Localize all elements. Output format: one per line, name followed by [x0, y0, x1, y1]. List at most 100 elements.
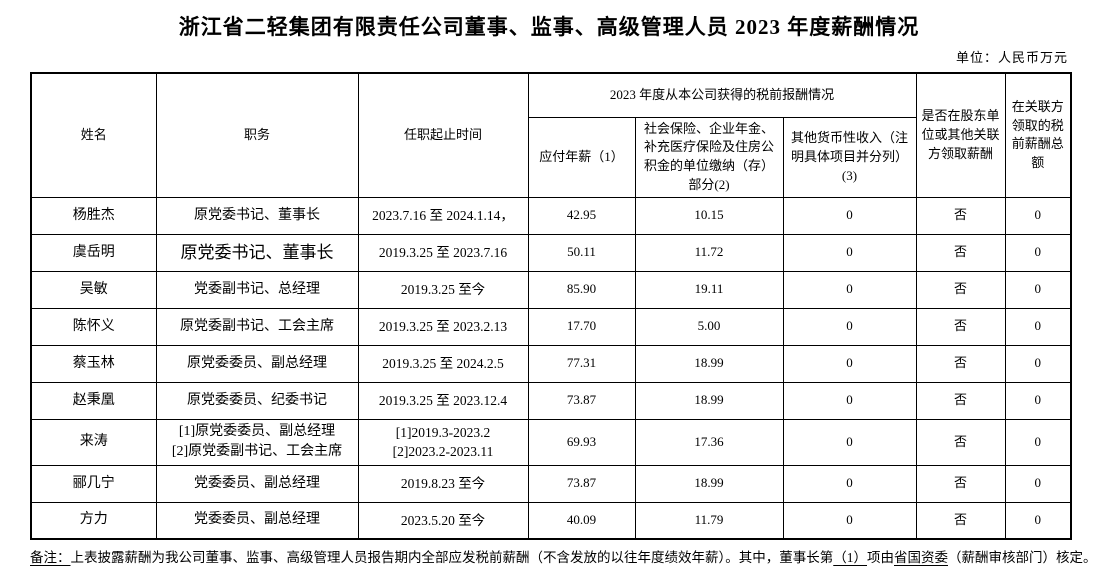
- cell-name: 来涛: [30, 418, 157, 466]
- header-compensation-group: 2023 年度从本公司获得的税前报酬情况: [527, 72, 917, 118]
- cell-insurance: 18.99: [634, 464, 784, 503]
- cell-related: 否: [915, 233, 1006, 272]
- table-row: 来涛 [1]原党委委员、副总经理 [2]原党委副书记、工会主席 [1]2019.3-…: [30, 418, 1072, 466]
- cell-name: 方力: [30, 501, 157, 540]
- header-row-group: 姓名 职务 任职起止时间 2023 年度从本公司获得的税前报酬情况 是否在股东单…: [30, 72, 1072, 198]
- cell-related_total: 0: [1004, 418, 1072, 466]
- cell-term: 2019.3.25 至今: [357, 270, 529, 309]
- cell-position: 原党委书记、董事长: [155, 196, 359, 235]
- table-row: 赵秉凰 原党委委员、纪委书记 2019.3.25 至 2023.12.4 73.87 1…: [30, 381, 1072, 420]
- cell-other: 0: [782, 344, 917, 383]
- cell-related_total: 0: [1004, 196, 1072, 235]
- cell-related_total: 0: [1004, 307, 1072, 346]
- table-row: 杨胜杰 原党委书记、董事长 2023.7.16 至 2024.1.14， 42.95 1…: [30, 196, 1072, 235]
- cell-related_total: 0: [1004, 381, 1072, 420]
- cell-name: 虞岳明: [30, 233, 157, 272]
- footnote-segment: 省国资委: [894, 550, 948, 566]
- cell-term: 2019.3.25 至 2023.7.16: [357, 233, 529, 272]
- cell-insurance: 5.00: [634, 307, 784, 346]
- cell-insurance: 11.72: [634, 233, 784, 272]
- table-row: 陈怀义 原党委副书记、工会主席 2019.3.25 至 2023.2.13 17.70…: [30, 307, 1072, 346]
- cell-other: 0: [782, 418, 917, 466]
- header-name: 姓名: [30, 72, 157, 198]
- cell-insurance: 18.99: [634, 344, 784, 383]
- footnote-segment: 备注：: [30, 550, 71, 566]
- header-related-party-pay: 是否在股东单位或其他关联方领取薪酬: [915, 72, 1006, 198]
- table-row: 虞岳明 原党委书记、董事长 2019.3.25 至 2023.7.16 50.11 11…: [30, 233, 1072, 272]
- table-header: 姓名 职务 任职起止时间 2023 年度从本公司获得的税前报酬情况 是否在股东单…: [30, 72, 1072, 198]
- cell-related: 否: [915, 307, 1006, 346]
- cell-related: 否: [915, 196, 1006, 235]
- cell-related_total: 0: [1004, 464, 1072, 503]
- cell-position: 原党委委员、副总经理: [155, 344, 359, 383]
- unit-label: 单位：人民币万元: [955, 50, 1068, 65]
- cell-name: 杨胜杰: [30, 196, 157, 235]
- cell-salary: 73.87: [527, 464, 636, 503]
- cell-related: 否: [915, 344, 1006, 383]
- cell-salary: 50.11: [527, 233, 636, 272]
- cell-term: 2019.3.25 至 2024.2.5: [357, 344, 529, 383]
- cell-related_total: 0: [1004, 233, 1072, 272]
- cell-related: 否: [915, 501, 1006, 540]
- cell-other: 0: [782, 233, 917, 272]
- cell-other: 0: [782, 464, 917, 503]
- cell-term: 2023.5.20 至今: [357, 501, 529, 540]
- cell-salary: 40.09: [527, 501, 636, 540]
- table-row: 方力 党委委员、副总经理 2023.5.20 至今 40.09 11.79 0 否 0: [30, 501, 1072, 540]
- cell-term: 2019.3.25 至 2023.2.13: [357, 307, 529, 346]
- cell-related: 否: [915, 270, 1006, 309]
- cell-related_total: 0: [1004, 270, 1072, 309]
- table-row: 郦几宁 党委委员、副总经理 2019.8.23 至今 73.87 18.99 0 否 0: [30, 464, 1072, 503]
- cell-insurance: 19.11: [634, 270, 784, 309]
- cell-term: [1]2019.3-2023.2 [2]2023.2-2023.11: [357, 418, 529, 466]
- cell-related: 否: [915, 381, 1006, 420]
- cell-other: 0: [782, 501, 917, 540]
- cell-other: 0: [782, 196, 917, 235]
- header-row-sub: 应付年薪（1） 社会保险、企业年金、补充医疗保险及住房公积金的单位缴纳（存）部分…: [31, 116, 1071, 198]
- cell-other: 0: [782, 307, 917, 346]
- header-insurance: 社会保险、企业年金、补充医疗保险及住房公积金的单位缴纳（存）部分(2): [634, 116, 784, 198]
- cell-salary: 77.31: [527, 344, 636, 383]
- cell-salary: 42.95: [527, 196, 636, 235]
- cell-related_total: 0: [1004, 344, 1072, 383]
- cell-name: 吴敏: [30, 270, 157, 309]
- cell-position: 党委委员、副总经理: [155, 464, 359, 503]
- cell-other: 0: [782, 270, 917, 309]
- cell-name: 陈怀义: [30, 307, 157, 346]
- cell-insurance: 11.79: [634, 501, 784, 540]
- table-row: 吴敏 党委副书记、总经理 2019.3.25 至今 85.90 19.11 0 否 0: [30, 270, 1072, 309]
- cell-position: [1]原党委委员、副总经理 [2]原党委副书记、工会主席: [155, 418, 359, 466]
- cell-position: 原党委委员、纪委书记: [155, 381, 359, 420]
- cell-term: 2023.7.16 至 2024.1.14，: [357, 196, 529, 235]
- cell-salary: 73.87: [527, 381, 636, 420]
- header-related-party-total: 在关联方领取的税前薪酬总额: [1004, 72, 1072, 198]
- header-term: 任职起止时间: [357, 72, 529, 198]
- cell-term: 2019.3.25 至 2023.12.4: [357, 381, 529, 420]
- cell-term: 2019.8.23 至今: [357, 464, 529, 503]
- footnote: 备注：上表披露薪酬为我公司董事、监事、高级管理人员报告期内全部应发税前薪酬（不含…: [30, 549, 1097, 567]
- cell-position: 党委委员、副总经理: [155, 501, 359, 540]
- cell-salary: 85.90: [527, 270, 636, 309]
- cell-salary: 17.70: [527, 307, 636, 346]
- cell-insurance: 10.15: [634, 196, 784, 235]
- cell-insurance: 18.99: [634, 381, 784, 420]
- cell-other: 0: [782, 381, 917, 420]
- cell-position: 原党委书记、董事长: [155, 233, 359, 272]
- cell-position: 原党委副书记、工会主席: [155, 307, 359, 346]
- cell-related: 否: [915, 464, 1006, 503]
- cell-name: 郦几宁: [30, 464, 157, 503]
- cell-related: 否: [915, 418, 1006, 466]
- footnote-segment: （薪酬审核部门）核定。: [948, 550, 1097, 566]
- footnote-segment: 项由: [867, 550, 894, 566]
- header-other-income: 其他货币性收入（注明具体项目并分列）(3): [782, 116, 917, 198]
- cell-related_total: 0: [1004, 501, 1072, 540]
- table-body: 杨胜杰 原党委书记、董事长 2023.7.16 至 2024.1.14， 42.95 1…: [30, 196, 1072, 540]
- header-salary: 应付年薪（1）: [527, 116, 636, 198]
- table-row: 蔡玉林 原党委委员、副总经理 2019.3.25 至 2024.2.5 77.31 18…: [30, 344, 1072, 383]
- cell-salary: 69.93: [527, 418, 636, 466]
- salary-table: 姓名 职务 任职起止时间 2023 年度从本公司获得的税前报酬情况 是否在股东单…: [30, 72, 1073, 541]
- header-position: 职务: [155, 72, 359, 198]
- cell-name: 蔡玉林: [30, 344, 157, 383]
- page-title: 浙江省二轻集团有限责任公司董事、监事、高级管理人员 2023 年度薪酬情况: [178, 15, 920, 39]
